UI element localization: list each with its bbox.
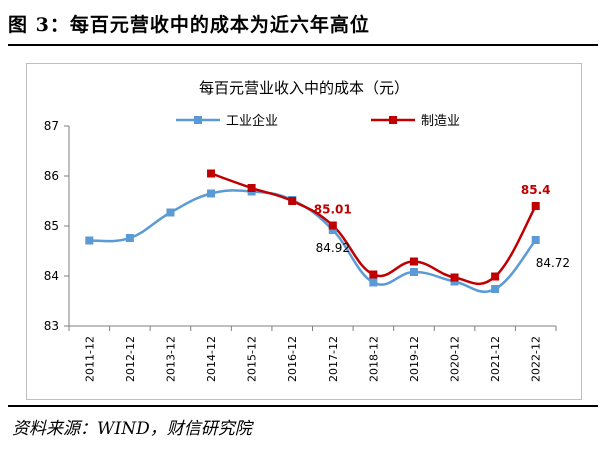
y-tick-label: 85 bbox=[44, 219, 59, 233]
source-note: 资料来源：WIND，财信研究院 bbox=[12, 419, 252, 439]
legend-marker-1 bbox=[389, 116, 397, 124]
legend: 工业企业 制造业 bbox=[176, 113, 460, 129]
series-0-point bbox=[531, 236, 540, 244]
y-tick-label: 83 bbox=[44, 319, 59, 333]
series-1-point bbox=[409, 257, 418, 266]
series-1-point bbox=[328, 221, 337, 230]
series-1-point bbox=[531, 202, 540, 210]
data-label: 84.72 bbox=[536, 256, 570, 270]
chart-border bbox=[26, 63, 582, 400]
axes: 83 84 85 86 87 2011-12 2012-12 2013-12 2014-12 20… bbox=[44, 119, 557, 382]
series-0-point bbox=[166, 208, 175, 217]
series-0-point bbox=[85, 236, 94, 245]
series-1-point bbox=[288, 197, 297, 205]
x-tick-label: 2014-12 bbox=[205, 336, 218, 382]
data-labels: 85.01 84.92 85.4 84.72 bbox=[314, 183, 570, 270]
series-markers bbox=[85, 169, 540, 293]
legend-label-0: 工业企业 bbox=[226, 113, 278, 129]
series-1-point bbox=[491, 272, 500, 281]
x-tick-label: 2011-12 bbox=[83, 336, 96, 382]
x-tick-label: 2012-12 bbox=[124, 336, 137, 382]
series-0-point bbox=[409, 268, 418, 276]
x-tick-label: 2018-12 bbox=[367, 336, 380, 382]
x-tick-label: 2017-12 bbox=[327, 336, 340, 382]
x-tick-label: 2020-12 bbox=[449, 336, 462, 382]
x-tick-label: 2016-12 bbox=[286, 336, 299, 382]
legend-marker-0 bbox=[194, 116, 202, 124]
series-0-point bbox=[491, 285, 500, 293]
chart-title: 每百元营业收入中的成本（元） bbox=[199, 79, 409, 97]
line-chart: 每百元营业收入中的成本（元） 工业企业 制造业 83 84 85 86 87 2011-12… bbox=[26, 63, 582, 400]
series-1-point bbox=[247, 184, 256, 192]
x-tick-label: 2021-12 bbox=[489, 336, 502, 382]
data-label: 85.01 bbox=[314, 203, 352, 217]
data-label: 85.4 bbox=[521, 183, 551, 197]
x-tick-label: 2022-12 bbox=[530, 336, 543, 382]
x-tick-label: 2015-12 bbox=[246, 336, 259, 382]
series-0-point bbox=[125, 234, 134, 242]
legend-label-1: 制造业 bbox=[421, 114, 460, 129]
series-0-point bbox=[369, 278, 378, 287]
series-1-point bbox=[207, 169, 216, 178]
top-rule bbox=[8, 44, 598, 46]
series-1-point bbox=[369, 270, 378, 279]
y-tick-label: 84 bbox=[44, 269, 59, 283]
y-tick-label: 87 bbox=[44, 119, 59, 133]
series-0-point bbox=[207, 189, 216, 198]
data-label: 84.92 bbox=[316, 241, 350, 255]
y-tick-label: 86 bbox=[44, 169, 59, 183]
figure-title: 图 3：每百元营收中的成本为近六年高位 bbox=[8, 14, 370, 36]
bottom-rule bbox=[8, 405, 598, 407]
x-tick-label: 2019-12 bbox=[408, 336, 421, 382]
series-1-point bbox=[450, 273, 459, 282]
x-tick-label: 2013-12 bbox=[164, 336, 177, 382]
series-0-point bbox=[328, 226, 337, 234]
